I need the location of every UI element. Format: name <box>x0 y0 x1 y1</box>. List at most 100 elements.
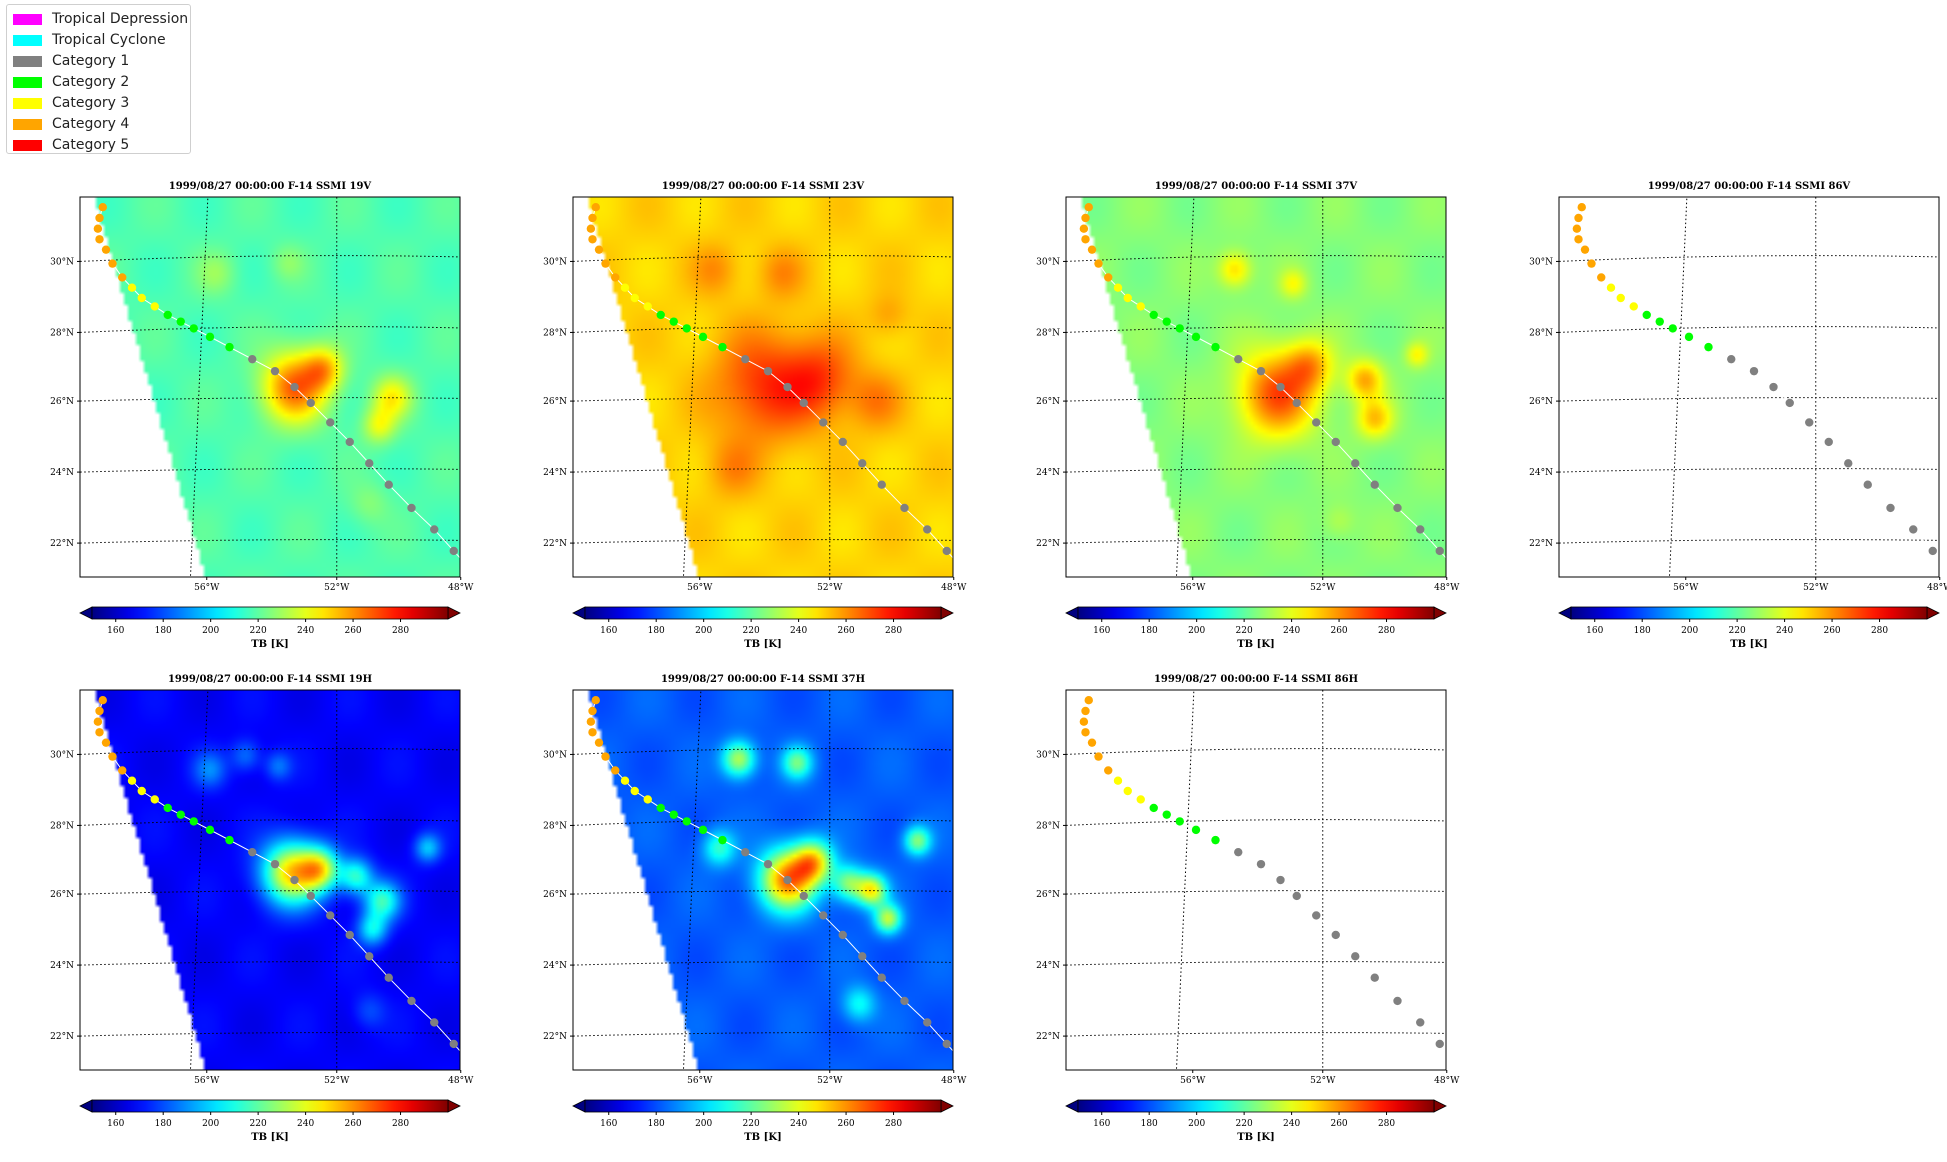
track-point <box>1113 776 1123 785</box>
track-point <box>819 418 828 427</box>
colorbar-tick-label: 240 <box>297 1119 314 1129</box>
track-point <box>586 224 596 233</box>
graticule <box>1066 690 1446 1070</box>
panel-23v: 1999/08/27 00:00:00 F-14 SSMI 23V 30°N 28°… <box>543 181 967 650</box>
meridian-line <box>189 690 209 1070</box>
track-point <box>384 480 393 489</box>
colorbar-tick-label: 260 <box>344 1119 361 1129</box>
track-point <box>1084 202 1093 212</box>
track-point <box>1094 752 1103 761</box>
colorbar-tick-label: 160 <box>1586 626 1603 636</box>
track-point <box>137 786 146 796</box>
track-point <box>1175 324 1184 333</box>
track-point <box>1668 324 1677 333</box>
track-point <box>101 245 111 254</box>
legend-label: Category 1 <box>52 53 130 69</box>
colorbar-tick-label: 160 <box>600 1119 617 1129</box>
track-point <box>656 803 665 813</box>
panel-86h: 1999/08/27 00:00:00 F-14 SSMI 86H 30°N 28°… <box>1036 674 1460 1143</box>
track-point <box>799 891 808 901</box>
colorbar-gradient <box>1077 1099 1435 1113</box>
tb-field <box>80 690 460 1070</box>
panel-86v: 1999/08/27 00:00:00 F-14 SSMI 86V 30°N 28°… <box>1529 181 1947 650</box>
colorbar-tick-label: 180 <box>1634 626 1651 636</box>
track-point <box>306 891 315 901</box>
track-point <box>1769 382 1778 392</box>
colorbar-tick-label: 200 <box>1188 1119 1205 1129</box>
colorbar-tick-label: 280 <box>1871 626 1888 636</box>
parallel-line <box>1559 468 1939 473</box>
x-tick-label: 48°W <box>1434 1076 1460 1086</box>
colorbar-tick-label: 180 <box>155 626 172 636</box>
y-tick-label: 22°N <box>1036 1032 1060 1042</box>
parallel-line <box>1559 255 1939 262</box>
track-point <box>877 973 886 982</box>
colorbar-tick-label: 180 <box>155 1119 172 1129</box>
track-point <box>1234 354 1243 364</box>
colorbar-tick-label: 200 <box>1188 626 1205 636</box>
track-point <box>923 525 932 534</box>
colorbar-tick-label: 180 <box>1141 626 1158 636</box>
track-point <box>205 825 215 835</box>
track-point <box>1393 996 1402 1006</box>
colorbar-label: TB [K] <box>1730 639 1768 650</box>
track-point <box>1149 310 1158 320</box>
track-point <box>1191 825 1201 835</box>
track-point <box>95 235 104 244</box>
y-tick-label: 24°N <box>50 468 74 478</box>
graticule <box>80 644 485 1105</box>
plot-frame <box>1065 196 1447 578</box>
track-point <box>95 728 104 737</box>
storm-track <box>1079 202 1446 559</box>
y-tick-label: 26°N <box>50 890 74 900</box>
track-point <box>127 283 137 292</box>
track-point <box>290 382 299 392</box>
track-point <box>783 382 792 392</box>
x-tick-label: 52°W <box>817 583 843 593</box>
track-point <box>108 752 117 761</box>
y-tick-label: 30°N <box>543 750 567 760</box>
track-point <box>962 1061 970 1069</box>
track-point <box>682 324 691 333</box>
colorbar-tick-label: 240 <box>790 626 807 636</box>
track-point <box>923 1018 932 1027</box>
y-tick-label: 30°N <box>1036 257 1060 267</box>
track-point <box>620 283 630 292</box>
track-point <box>290 875 299 885</box>
storm-track <box>1079 695 1446 1052</box>
track-point <box>1136 795 1145 804</box>
track-point <box>643 302 652 311</box>
colorbar-tick-label: 280 <box>392 1119 409 1129</box>
plot-frame <box>572 689 954 1071</box>
colorbar-tick-label: 280 <box>1378 1119 1395 1129</box>
graticule <box>573 690 953 1070</box>
y-tick-label: 24°N <box>543 468 567 478</box>
colorbar-label: TB [K] <box>744 639 782 650</box>
track-point <box>270 859 280 869</box>
track-point <box>1292 398 1301 408</box>
meridian-line <box>464 644 485 1105</box>
plot-frame <box>79 196 461 578</box>
track-point <box>588 706 597 716</box>
colorbar-label: TB [K] <box>251 1132 289 1143</box>
track-point <box>163 803 172 813</box>
colorbar-extend-high <box>447 1099 461 1113</box>
track-point <box>449 1039 458 1049</box>
track-point <box>1191 332 1201 342</box>
storm-track <box>93 695 460 1052</box>
panel-title: 1999/08/27 00:00:00 F-14 SSMI 19H <box>168 674 372 685</box>
track-point <box>698 332 708 342</box>
track-point <box>1616 293 1625 303</box>
colorbar-tick-label: 280 <box>885 1119 902 1129</box>
colorbar-tick-label: 260 <box>1823 626 1840 636</box>
track-point <box>1081 728 1090 737</box>
meridian-line <box>682 197 702 577</box>
y-tick-label: 26°N <box>543 890 567 900</box>
track-line <box>1576 207 1939 559</box>
track-point <box>942 1039 951 1049</box>
panel-19v: 1999/08/27 00:00:00 F-14 SSMI 19V 30°N 28°… <box>50 181 474 650</box>
colorbar-label: TB [K] <box>744 1132 782 1143</box>
storm-track <box>586 695 970 1069</box>
track-point <box>225 342 234 352</box>
colorbar-tick-label: 260 <box>344 626 361 636</box>
